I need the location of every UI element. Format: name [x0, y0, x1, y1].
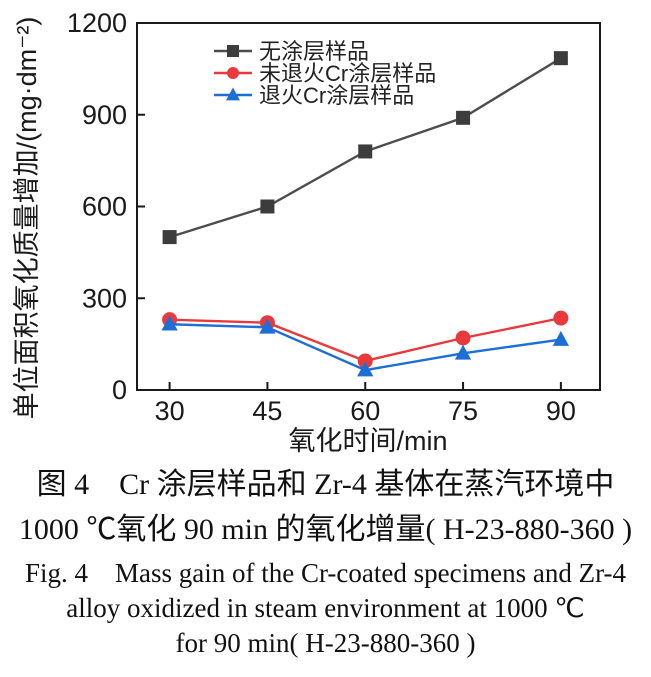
x-tick-label: 90	[546, 396, 576, 426]
legend-label: 退火Cr涂层样品	[259, 83, 414, 108]
caption-zh-line2: 1000 ℃氧化 90 min 的氧化增量( H-23-880-360 )	[18, 513, 633, 546]
y-tick-label: 300	[82, 283, 127, 313]
data-series	[161, 51, 569, 377]
data-point-marker	[358, 144, 373, 159]
data-point-marker	[455, 330, 471, 346]
x-tick-label: 45	[252, 396, 282, 426]
caption-en-line1: Fig. 4 Mass gain of the Cr-coated specim…	[24, 558, 627, 588]
data-point-marker	[161, 315, 178, 331]
y-tick-label: 0	[112, 375, 127, 405]
data-point-marker	[162, 230, 177, 245]
data-point-marker	[226, 87, 240, 101]
x-tick-label: 60	[350, 396, 380, 426]
data-point-marker	[260, 199, 275, 214]
data-point-marker	[357, 353, 373, 369]
data-point-marker	[227, 45, 239, 57]
y-tick-label: 900	[82, 100, 127, 130]
y-tick-label: 600	[82, 192, 127, 222]
x-tick-label: 30	[155, 396, 185, 426]
data-point-marker	[553, 51, 568, 66]
x-axis-title: 氧化时间/min	[288, 426, 447, 456]
y-tick-label: 1200	[67, 8, 127, 38]
figure-captions: 图 4 Cr 涂层样品和 Zr-4 基体在蒸汽环境中 1000 ℃氧化 90 m…	[0, 462, 651, 661]
data-point-marker	[552, 330, 569, 346]
legend-label: 未退火Cr涂层样品	[259, 61, 436, 86]
data-point-marker	[357, 361, 374, 377]
data-point-marker	[227, 67, 239, 79]
axis-ticks	[137, 22, 562, 391]
caption-en-line2: alloy oxidized in steam environment at 1…	[66, 593, 585, 623]
x-tick-label: 75	[448, 396, 478, 426]
caption-en-line3: for 90 min( H-23-880-360 )	[175, 628, 476, 658]
data-point-marker	[259, 318, 276, 334]
y-axis-title: 单位面积氧化质量增加/(mg·dm⁻²)	[12, 17, 42, 420]
data-point-marker	[454, 344, 472, 360]
data-point-marker	[553, 310, 569, 326]
data-point-marker	[456, 110, 471, 125]
caption-zh-line1: 图 4 Cr 涂层样品和 Zr-4 基体在蒸汽环境中	[36, 468, 615, 501]
legend-label: 无涂层样品	[259, 39, 369, 64]
